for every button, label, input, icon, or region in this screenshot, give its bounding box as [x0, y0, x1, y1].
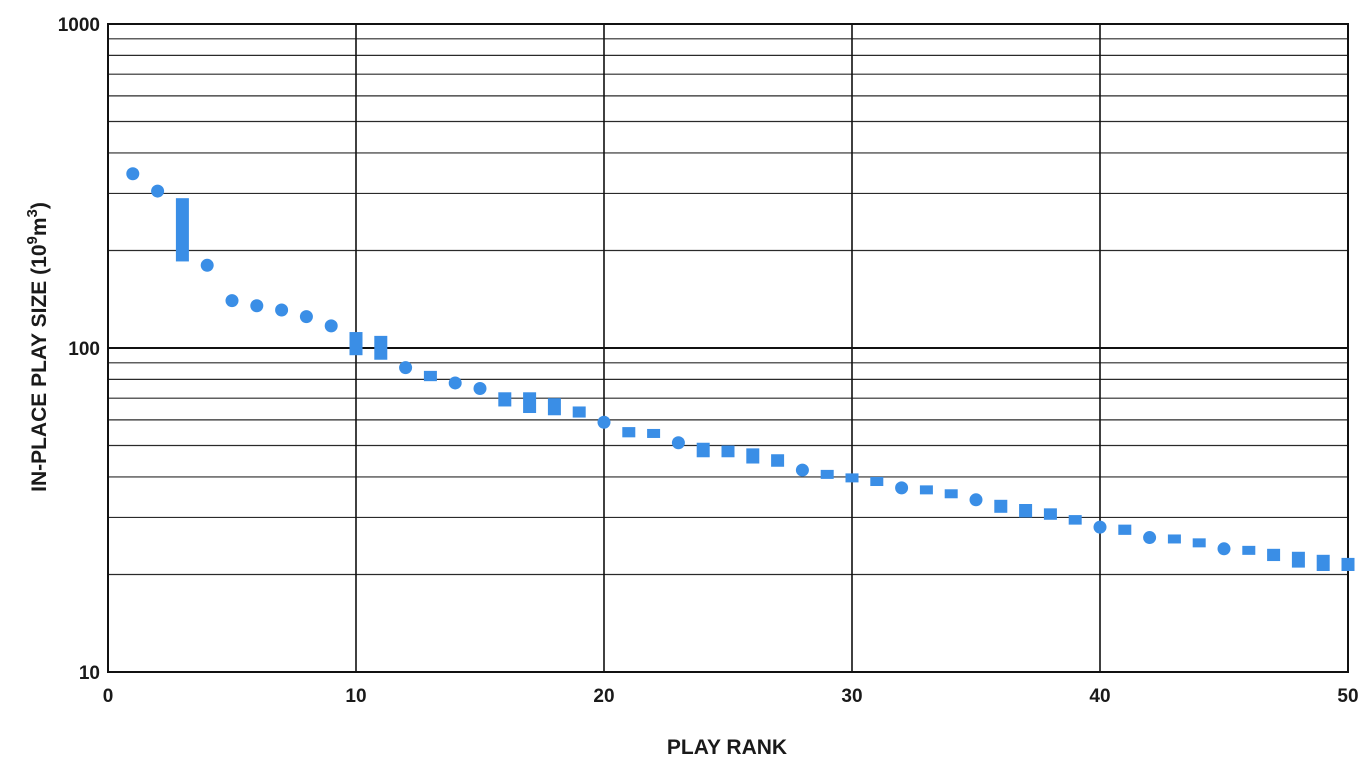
point-marker: [969, 493, 983, 507]
point-marker: [250, 299, 264, 313]
range-marker: [647, 428, 661, 438]
range-marker: [919, 485, 933, 495]
range-marker: [696, 442, 710, 458]
range-marker: [572, 406, 586, 418]
range-marker: [1118, 524, 1132, 535]
plot-frame: [107, 23, 1349, 673]
point-marker: [225, 294, 239, 308]
range-marker: [1043, 508, 1057, 520]
y-axis-label: IN-PLACE PLAY SIZE (109m3): [24, 202, 51, 492]
range-marker: [870, 476, 884, 487]
range-marker: [845, 473, 859, 483]
range-marker: [1019, 504, 1033, 518]
range-marker: [1242, 545, 1256, 555]
y-axis-label-exponent: 9: [24, 236, 41, 244]
x-tick-label: 40: [1089, 686, 1110, 707]
x-tick-label: 50: [1337, 686, 1358, 707]
range-marker: [175, 198, 189, 262]
range-marker: [622, 427, 636, 438]
range-marker: [1192, 538, 1206, 548]
y-tick-label: 1000: [58, 15, 100, 36]
x-tick-label: 20: [593, 686, 614, 707]
point-marker: [151, 184, 165, 198]
range-marker: [771, 454, 785, 467]
range-marker: [820, 469, 834, 479]
point-marker: [399, 361, 413, 375]
point-marker: [200, 258, 214, 272]
range-marker: [374, 335, 388, 360]
range-marker: [349, 332, 363, 356]
y-axis-label-main: IN-PLACE PLAY SIZE (10: [28, 244, 51, 491]
point-marker: [1217, 542, 1231, 556]
range-marker: [1068, 515, 1082, 525]
point-marker: [448, 376, 462, 390]
point-marker: [324, 319, 338, 333]
range-marker: [1316, 554, 1330, 571]
range-marker: [746, 448, 760, 464]
range-marker: [498, 392, 512, 407]
data-markers: [126, 167, 1355, 571]
x-tick-label: 30: [841, 686, 862, 707]
y-axis-label-unit-exponent: 3: [24, 209, 41, 217]
grid: [107, 23, 1349, 673]
range-marker: [1291, 551, 1305, 568]
point-marker: [671, 436, 685, 450]
range-marker: [1267, 548, 1281, 562]
point-marker: [1143, 531, 1157, 545]
y-axis-label-unit: m: [28, 217, 51, 236]
x-tick-label: 10: [345, 686, 366, 707]
x-axis-label: PLAY RANK: [667, 736, 787, 759]
point-marker: [275, 303, 289, 317]
point-marker: [895, 481, 909, 495]
point-marker: [126, 167, 140, 181]
y-axis-label-close: ): [28, 202, 51, 209]
range-marker: [523, 392, 537, 414]
range-marker: [423, 370, 437, 382]
range-marker: [1341, 557, 1355, 571]
range-marker: [547, 398, 561, 416]
range-marker: [1167, 534, 1181, 544]
range-marker: [721, 445, 735, 458]
range-marker: [994, 499, 1008, 513]
range-marker: [944, 489, 958, 499]
point-marker: [473, 381, 487, 395]
y-tick-label: 10: [79, 663, 100, 684]
point-marker: [299, 310, 313, 324]
point-marker: [795, 463, 809, 477]
y-tick-label: 100: [68, 339, 100, 360]
point-marker: [1093, 520, 1107, 534]
point-marker: [597, 415, 611, 429]
x-tick-label: 0: [103, 686, 114, 707]
